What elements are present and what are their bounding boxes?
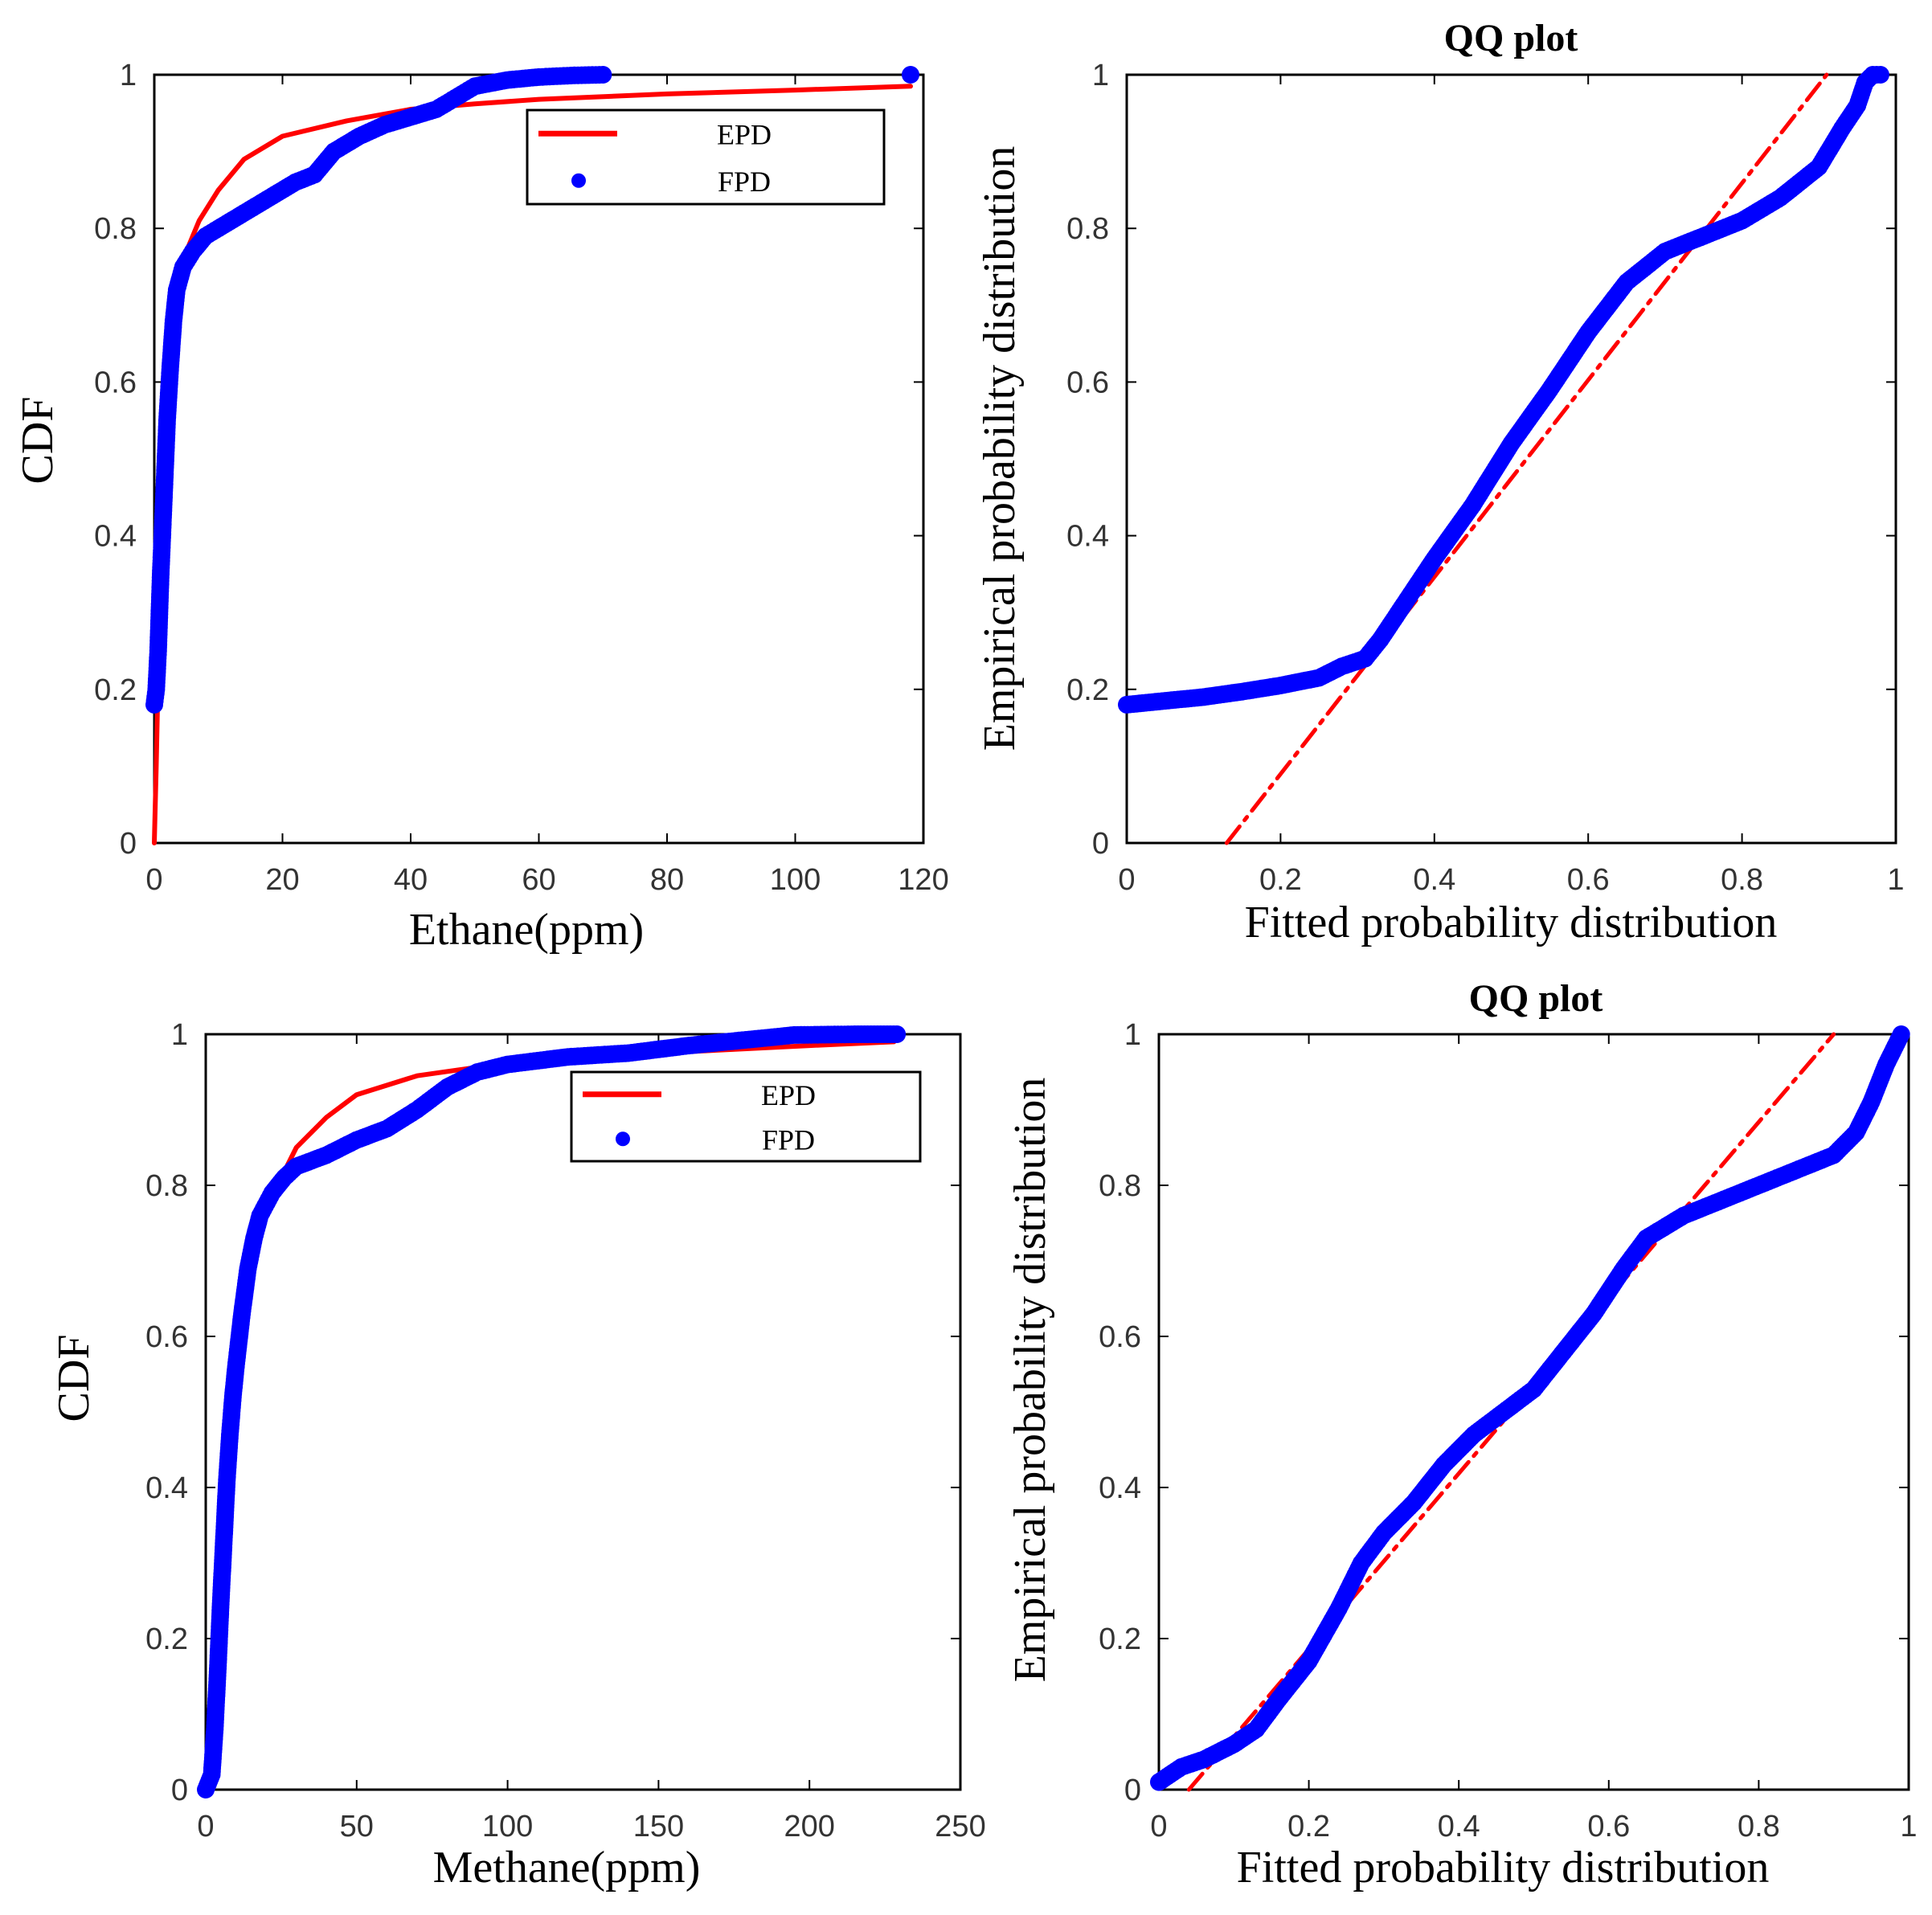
x-tick-label: 120 <box>898 863 948 897</box>
x-axis-label: Ethane(ppm) <box>409 905 644 955</box>
fpd-series <box>197 1025 907 1798</box>
x-tick-label: 0 <box>1118 863 1135 897</box>
x-axis-label: Fitted probability distribution <box>1245 898 1778 947</box>
fpd-series <box>145 66 919 714</box>
x-tick-label: 80 <box>650 863 684 897</box>
x-tick-label: 0 <box>1150 1810 1167 1843</box>
data-point <box>1892 1025 1910 1043</box>
ethane-cdf-panel: 0 20 40 60 80 100 120 0 0.2 0.4 0.6 0.8 1 Ethane(ppm)… <box>13 59 949 955</box>
y-tick-label: 1 <box>1092 59 1109 92</box>
x-tick-label: 1 <box>1900 1810 1917 1843</box>
y-tick-label: 0.2 <box>1099 1622 1141 1656</box>
x-tick-label: 200 <box>784 1810 834 1843</box>
legend-label: EPD <box>717 118 772 150</box>
x-tick-label: 0.6 <box>1587 1810 1630 1843</box>
plot-frame <box>204 1033 962 1791</box>
y-tick-label: 0.6 <box>1099 1320 1141 1354</box>
legend: EPD FPD <box>570 1070 922 1163</box>
plot-area <box>197 1025 907 1798</box>
methane-qq-panel: 0 0.2 0.4 0.6 0.8 1 0 0.2 0.4 0.6 0.8 1 Fitted proba… <box>1005 977 1918 1892</box>
legend-box <box>570 1070 922 1163</box>
y-tick-label: 1 <box>1124 1018 1141 1052</box>
fpd-series <box>1150 1025 1910 1791</box>
x-tick-label: 60 <box>522 863 555 897</box>
y-tick-label: 0.8 <box>1066 212 1109 246</box>
x-tick-label: 0.4 <box>1413 863 1455 897</box>
x-tick-label: 50 <box>340 1810 374 1843</box>
y-axis-label: Empirical probability distribution <box>975 146 1025 751</box>
y-tick-label: 1 <box>171 1018 188 1052</box>
y-tick-label: 0.8 <box>1099 1169 1141 1203</box>
data-point <box>888 1025 907 1043</box>
x-tick-label: 250 <box>935 1810 985 1843</box>
y-axis-label: Empirical probability distribution <box>1005 1078 1055 1683</box>
y-tick-label: 0.4 <box>1066 520 1109 554</box>
methane-cdf-panel: 0 50 100 150 200 250 0 0.2 0.4 0.6 0.8 1 Methane(ppm… <box>49 1018 986 1892</box>
x-tick-label: 100 <box>482 1810 533 1843</box>
x-tick-label: 0.2 <box>1287 1810 1330 1843</box>
plot-frame <box>1157 1033 1910 1791</box>
legend-label: FPD <box>762 1123 815 1156</box>
y-tick-label: 0.8 <box>145 1169 188 1203</box>
y-tick-label: 0.6 <box>145 1320 188 1354</box>
chart-title: QQ plot <box>1444 17 1578 59</box>
plot-frame <box>1125 73 1897 845</box>
y-tick-label: 0 <box>1092 827 1109 861</box>
x-tick-label: 0 <box>145 863 162 897</box>
legend-label: FPD <box>718 166 771 198</box>
x-tick-label: 0.8 <box>1721 863 1763 897</box>
legend-box <box>526 108 886 206</box>
x-axis-label: Methane(ppm) <box>433 1843 701 1892</box>
y-tick-label: 0.4 <box>145 1471 188 1505</box>
data-point <box>902 66 919 84</box>
y-tick-label: 0.4 <box>94 520 137 554</box>
legend-swatch-marker <box>571 173 586 188</box>
y-axis-label: CDF <box>49 1335 99 1422</box>
data-point <box>594 66 612 84</box>
y-tick-label: 0.2 <box>1066 673 1109 707</box>
y-tick-label: 0 <box>120 827 137 861</box>
plot-area <box>145 66 919 845</box>
legend-label: EPD <box>761 1079 816 1111</box>
fpd-series <box>1118 66 1889 714</box>
x-tick-label: 0.8 <box>1738 1810 1780 1843</box>
x-tick-label: 0.2 <box>1259 863 1302 897</box>
y-axis-label: CDF <box>13 397 63 485</box>
legend: EPD FPD <box>526 108 886 206</box>
plot-area <box>1118 66 1889 845</box>
y-tick-label: 0 <box>171 1774 188 1807</box>
y-tick-label: 0.6 <box>1066 366 1109 399</box>
data-point <box>1871 66 1889 84</box>
ethane-qq-panel: 0 0.2 0.4 0.6 0.8 1 0 0.2 0.4 0.6 0.8 1 Fitted proba… <box>975 17 1905 947</box>
x-tick-label: 0.6 <box>1567 863 1610 897</box>
y-tick-label: 0.2 <box>145 1622 188 1656</box>
x-axis-label: Fitted probability distribution <box>1237 1843 1770 1892</box>
y-tick-label: 0 <box>1124 1774 1141 1807</box>
legend-swatch-marker <box>616 1131 630 1147</box>
chart-title: QQ plot <box>1469 977 1603 1020</box>
plot-area <box>1150 1025 1910 1792</box>
x-tick-label: 40 <box>394 863 428 897</box>
x-tick-label: 150 <box>633 1810 684 1843</box>
y-tick-label: 0.4 <box>1099 1471 1141 1505</box>
x-tick-label: 100 <box>770 863 821 897</box>
y-tick-label: 0.8 <box>94 212 137 246</box>
x-tick-label: 20 <box>265 863 299 897</box>
x-tick-label: 1 <box>1887 863 1904 897</box>
reference-line <box>1224 72 1829 845</box>
x-tick-label: 0 <box>197 1810 214 1843</box>
y-tick-label: 1 <box>120 59 137 92</box>
x-tick-label: 0.4 <box>1438 1810 1480 1843</box>
y-tick-label: 0.6 <box>94 366 137 399</box>
y-tick-label: 0.2 <box>94 673 137 707</box>
